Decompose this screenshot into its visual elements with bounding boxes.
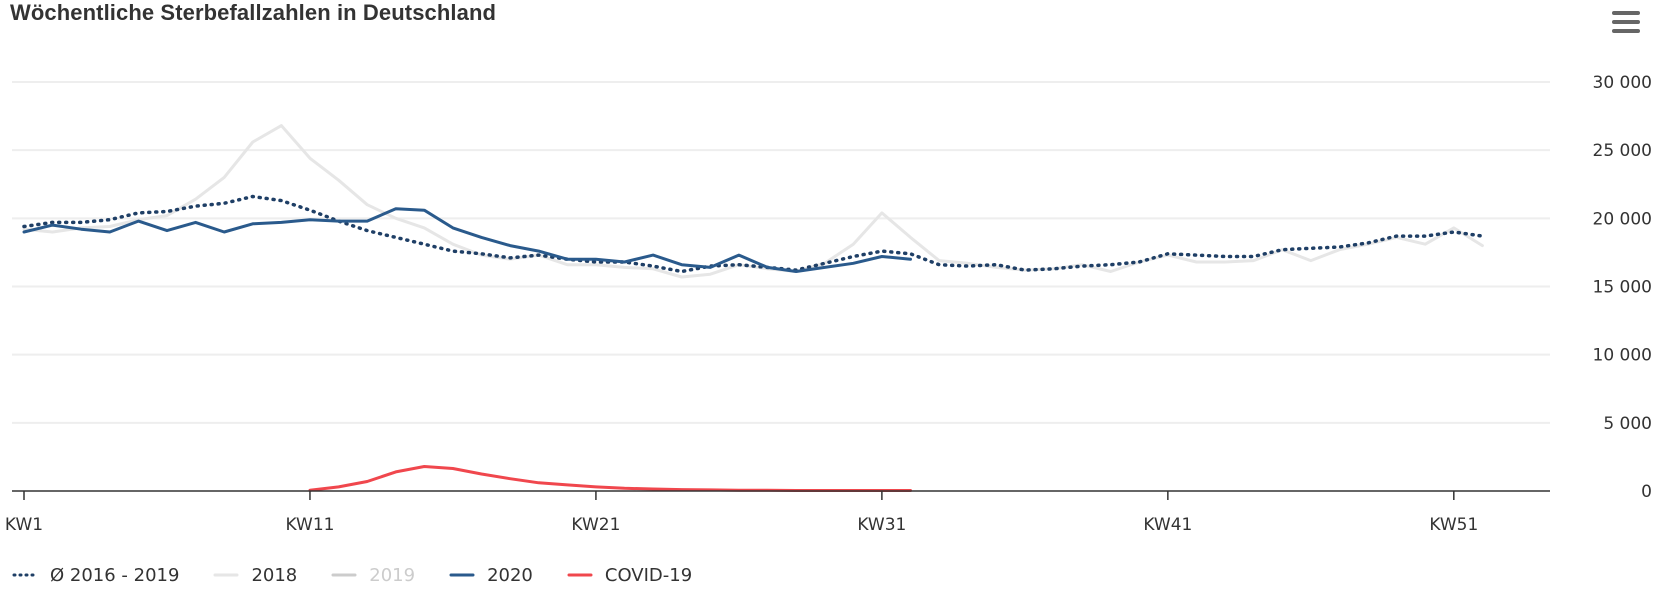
x-tick-label: KW41 — [1143, 515, 1192, 535]
legend-swatch — [12, 573, 38, 577]
x-tick-label: KW21 — [571, 515, 620, 535]
series-line-2016-2019[interactable] — [22, 194, 1485, 274]
grid-lines — [12, 81, 1550, 424]
x-tick-label: KW11 — [285, 515, 334, 535]
legend-item[interactable]: Ø 2016 - 2019 — [12, 565, 179, 586]
legend-label: COVID-19 — [604, 564, 693, 586]
chart-plot: 0 5 000 10 000 15 000 20 000 25 000 30 000 KW1 K… — [5, 73, 1652, 535]
legend-swatch — [449, 573, 475, 577]
legend-label: 2020 — [487, 564, 533, 586]
series-layer — [22, 124, 1485, 492]
legend-item[interactable]: 2018 — [213, 565, 297, 586]
y-tick-label: 10 000 — [1593, 346, 1652, 366]
x-tick-label: KW1 — [5, 515, 43, 535]
series-line-2020[interactable] — [22, 207, 912, 273]
y-tick-label: 25 000 — [1593, 141, 1652, 161]
legend-item[interactable]: 2019 — [331, 565, 415, 586]
legend-swatch — [331, 573, 357, 577]
legend-swatch — [567, 573, 593, 577]
series-line-covid-19[interactable] — [308, 465, 912, 492]
legend: Ø 2016 - 2019 2018 2019 2020 COVID-19 — [12, 562, 726, 588]
y-tick-label: 30 000 — [1593, 73, 1652, 93]
legend-item[interactable]: COVID-19 — [567, 565, 692, 586]
x-tick-label: KW31 — [857, 515, 906, 535]
y-tick-label: 5 000 — [1603, 414, 1652, 434]
legend-label: 2019 — [369, 564, 416, 586]
legend-label: 2018 — [251, 564, 298, 586]
hamburger-menu-icon[interactable] — [1612, 11, 1640, 37]
chart-title: Wöchentliche Sterbefallzahlen in Deutsch… — [10, 0, 497, 25]
y-tick-label: 15 000 — [1593, 278, 1652, 298]
y-tick-label: 20 000 — [1593, 209, 1652, 229]
axes: 0 5 000 10 000 15 000 20 000 25 000 30 000 KW1 K… — [5, 73, 1652, 535]
legend-swatch — [213, 573, 239, 577]
legend-label: Ø 2016 - 2019 — [50, 564, 180, 586]
x-tick-label: KW51 — [1429, 515, 1478, 535]
y-tick-label: 0 — [1641, 482, 1652, 502]
legend-item[interactable]: 2020 — [449, 565, 533, 586]
